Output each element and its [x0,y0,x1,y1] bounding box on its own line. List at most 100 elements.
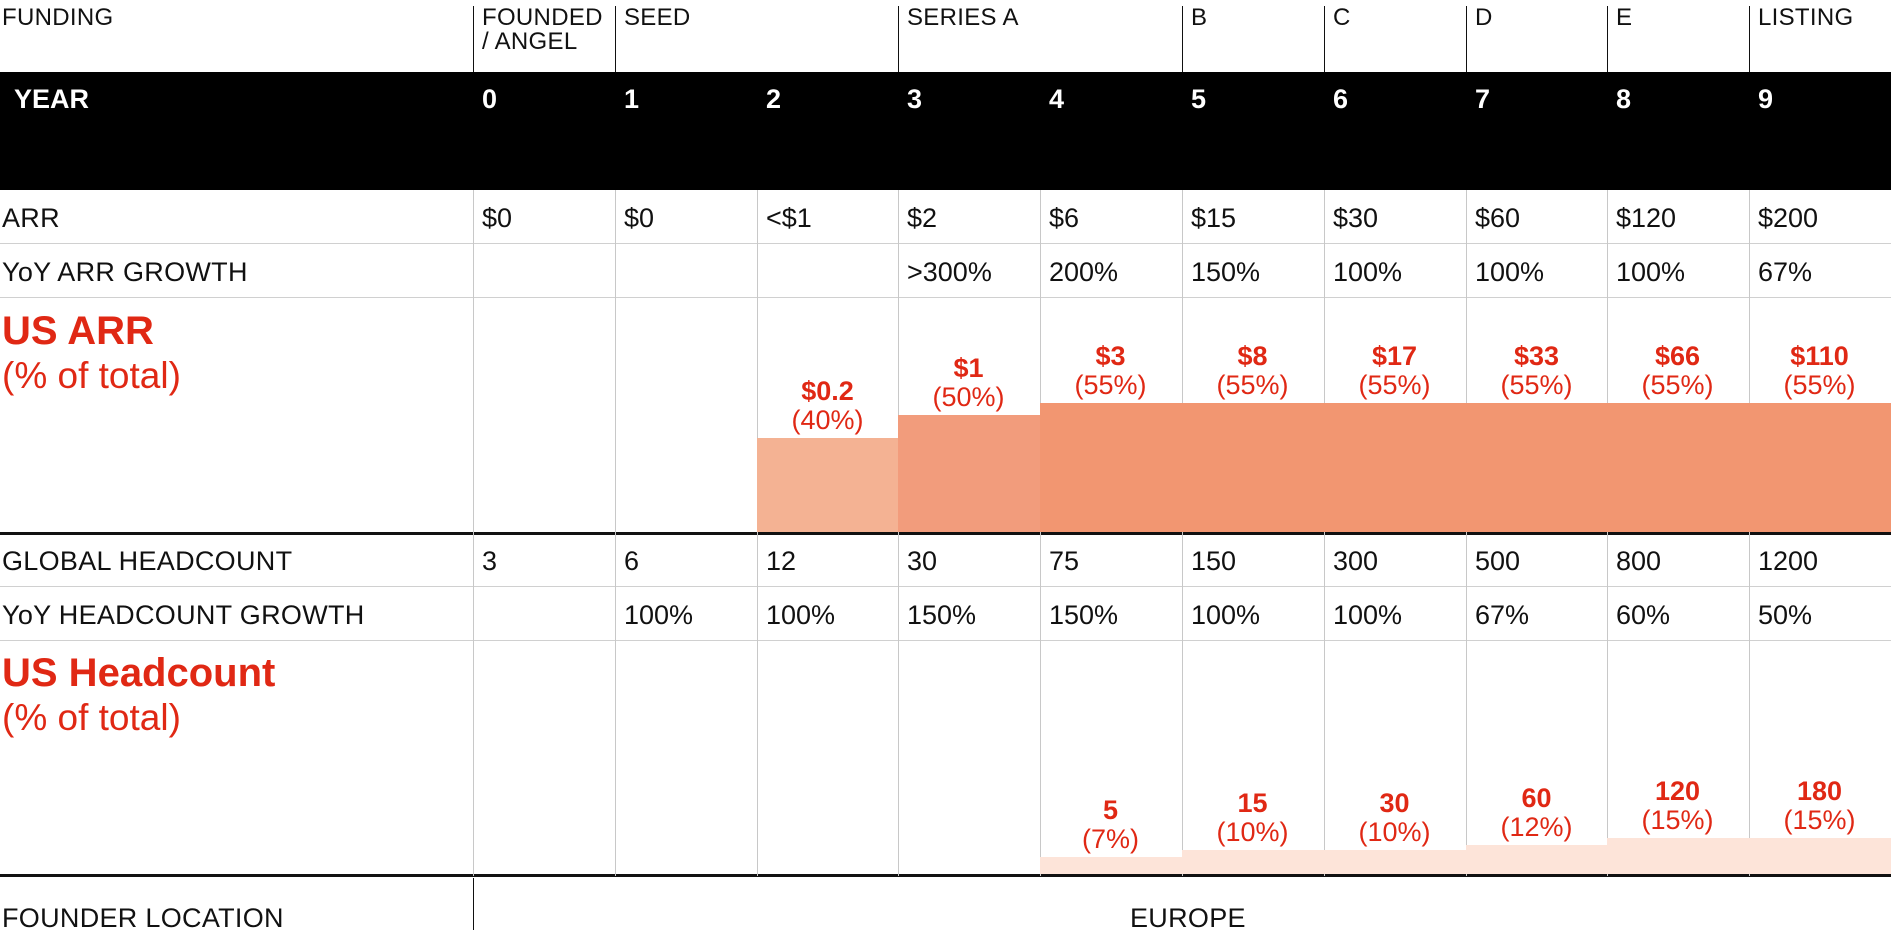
headcount-cell: 3 [482,546,498,576]
us-arr-subtitle: (% of total) [2,355,181,396]
column-divider [898,190,899,876]
arr-cell: $200 [1758,203,1819,233]
rule-us-headcount [0,874,1891,877]
year-cell: 0 [482,84,498,114]
funding-stage-label: FOUNDED / ANGEL [482,4,603,55]
arr-cell: $0 [482,203,513,233]
year-cell: 7 [1475,84,1491,114]
headcount-cell: 75 [1049,546,1080,576]
arr-cell: $2 [907,203,938,233]
funding-label: FUNDING [2,4,114,31]
us-headcount-bar [1182,850,1324,874]
us-arr-bar [1040,403,1182,532]
rule-headcount-growth [0,640,1891,641]
column-divider [1466,190,1467,876]
column-divider [1040,190,1041,876]
us-headcount-bar [1466,845,1607,874]
headcount-cell: 1200 [1758,546,1819,576]
us-arr-value: $17 [1371,341,1418,371]
us-arr-value: $0.2 [801,376,854,406]
us-arr-value: $8 [1237,341,1268,371]
arr-growth-cell: 67% [1758,257,1813,287]
us-arr-value: $110 [1790,341,1849,371]
us-headcount-value: 180 [1796,776,1843,806]
arr-growth-cell: 100% [1475,257,1545,287]
year-cell: 6 [1333,84,1349,114]
founder-location-value: EUROPE [1130,903,1246,933]
headcount-cell: 300 [1333,546,1379,576]
us-arr-percent: (40%) [791,405,864,435]
arr-cell: $15 [1191,203,1237,233]
headcount-growth-cell: 100% [1333,600,1403,630]
headcount-cell: 12 [766,546,797,576]
us-headcount-bar [1040,857,1182,874]
arr-cell: $120 [1616,203,1677,233]
arr-cell: $60 [1475,203,1521,233]
us-headcount-percent: (15%) [1641,805,1714,835]
headcount-cell: 150 [1191,546,1237,576]
us-arr-value: $33 [1513,341,1560,371]
us-arr-value: $66 [1654,341,1701,371]
us-headcount-percent: (15%) [1783,805,1856,835]
column-divider [757,190,758,876]
headcount-growth-cell: 150% [1049,600,1119,630]
funding-stage-divider [1182,6,1183,72]
us-arr-value: $3 [1095,341,1126,371]
arr-cell: $6 [1049,203,1080,233]
headcount-growth-cell: 60% [1616,600,1671,630]
rule-arr [0,243,1891,244]
headcount-growth-cell: 100% [624,600,694,630]
column-divider [1182,190,1183,876]
us-arr-value: $1 [953,353,984,383]
funding-stage-divider [898,6,899,72]
arr-growth-cell: >300% [907,257,992,287]
us-headcount-bar [1607,838,1749,874]
funding-stage-label: SERIES A [907,4,1019,31]
headcount-growth-cell: 50% [1758,600,1813,630]
us-arr-percent: (55%) [1641,370,1714,400]
us-headcount-percent: (10%) [1216,817,1289,847]
column-divider [1607,190,1608,876]
headcount-growth-cell: 100% [1191,600,1261,630]
funding-stage-label: SEED [624,4,691,31]
headcount-label: GLOBAL HEADCOUNT [2,546,293,576]
arr-cell: $30 [1333,203,1379,233]
us-arr-bar [1749,403,1891,532]
year-band [0,72,1891,190]
funding-stage-divider [1466,6,1467,72]
us-arr-bar [1182,403,1324,532]
us-arr-percent: (55%) [1216,370,1289,400]
year-cell: 1 [624,84,640,114]
funding-stage-divider [615,6,616,72]
column-divider [473,190,474,876]
headcount-growth-label: YoY HEADCOUNT GROWTH [2,600,365,630]
column-divider [1749,190,1750,876]
rule-headcount [0,586,1891,587]
headcount-cell: 6 [624,546,640,576]
funding-stage-divider [1749,6,1750,72]
us-headcount-value: 15 [1237,788,1268,818]
founder-location-label: FOUNDER LOCATION [2,903,284,933]
arr-growth-cell: 200% [1049,257,1119,287]
us-arr-percent: (55%) [1783,370,1856,400]
funding-stage-divider [473,6,474,72]
arr-label: ARR [2,203,60,233]
year-label: YEAR [14,84,90,114]
us-arr-percent: (55%) [1074,370,1147,400]
rule-arr-growth [0,297,1891,298]
column-divider [615,190,616,876]
us-arr-percent: (55%) [1358,370,1431,400]
us-headcount-bar [1324,850,1466,874]
us-arr-bar [1607,403,1749,532]
funding-stage-label: D [1475,4,1493,31]
us-headcount-title: US Headcount [2,651,276,695]
arr-growth-cell: 150% [1191,257,1261,287]
funding-stage-divider [1607,6,1608,72]
year-cell: 4 [1049,84,1065,114]
us-headcount-percent: (7%) [1081,824,1139,854]
arr-growth-cell: 100% [1616,257,1686,287]
us-headcount-value: 60 [1521,783,1552,813]
us-headcount-value: 120 [1654,776,1701,806]
us-headcount-subtitle: (% of total) [2,697,181,738]
